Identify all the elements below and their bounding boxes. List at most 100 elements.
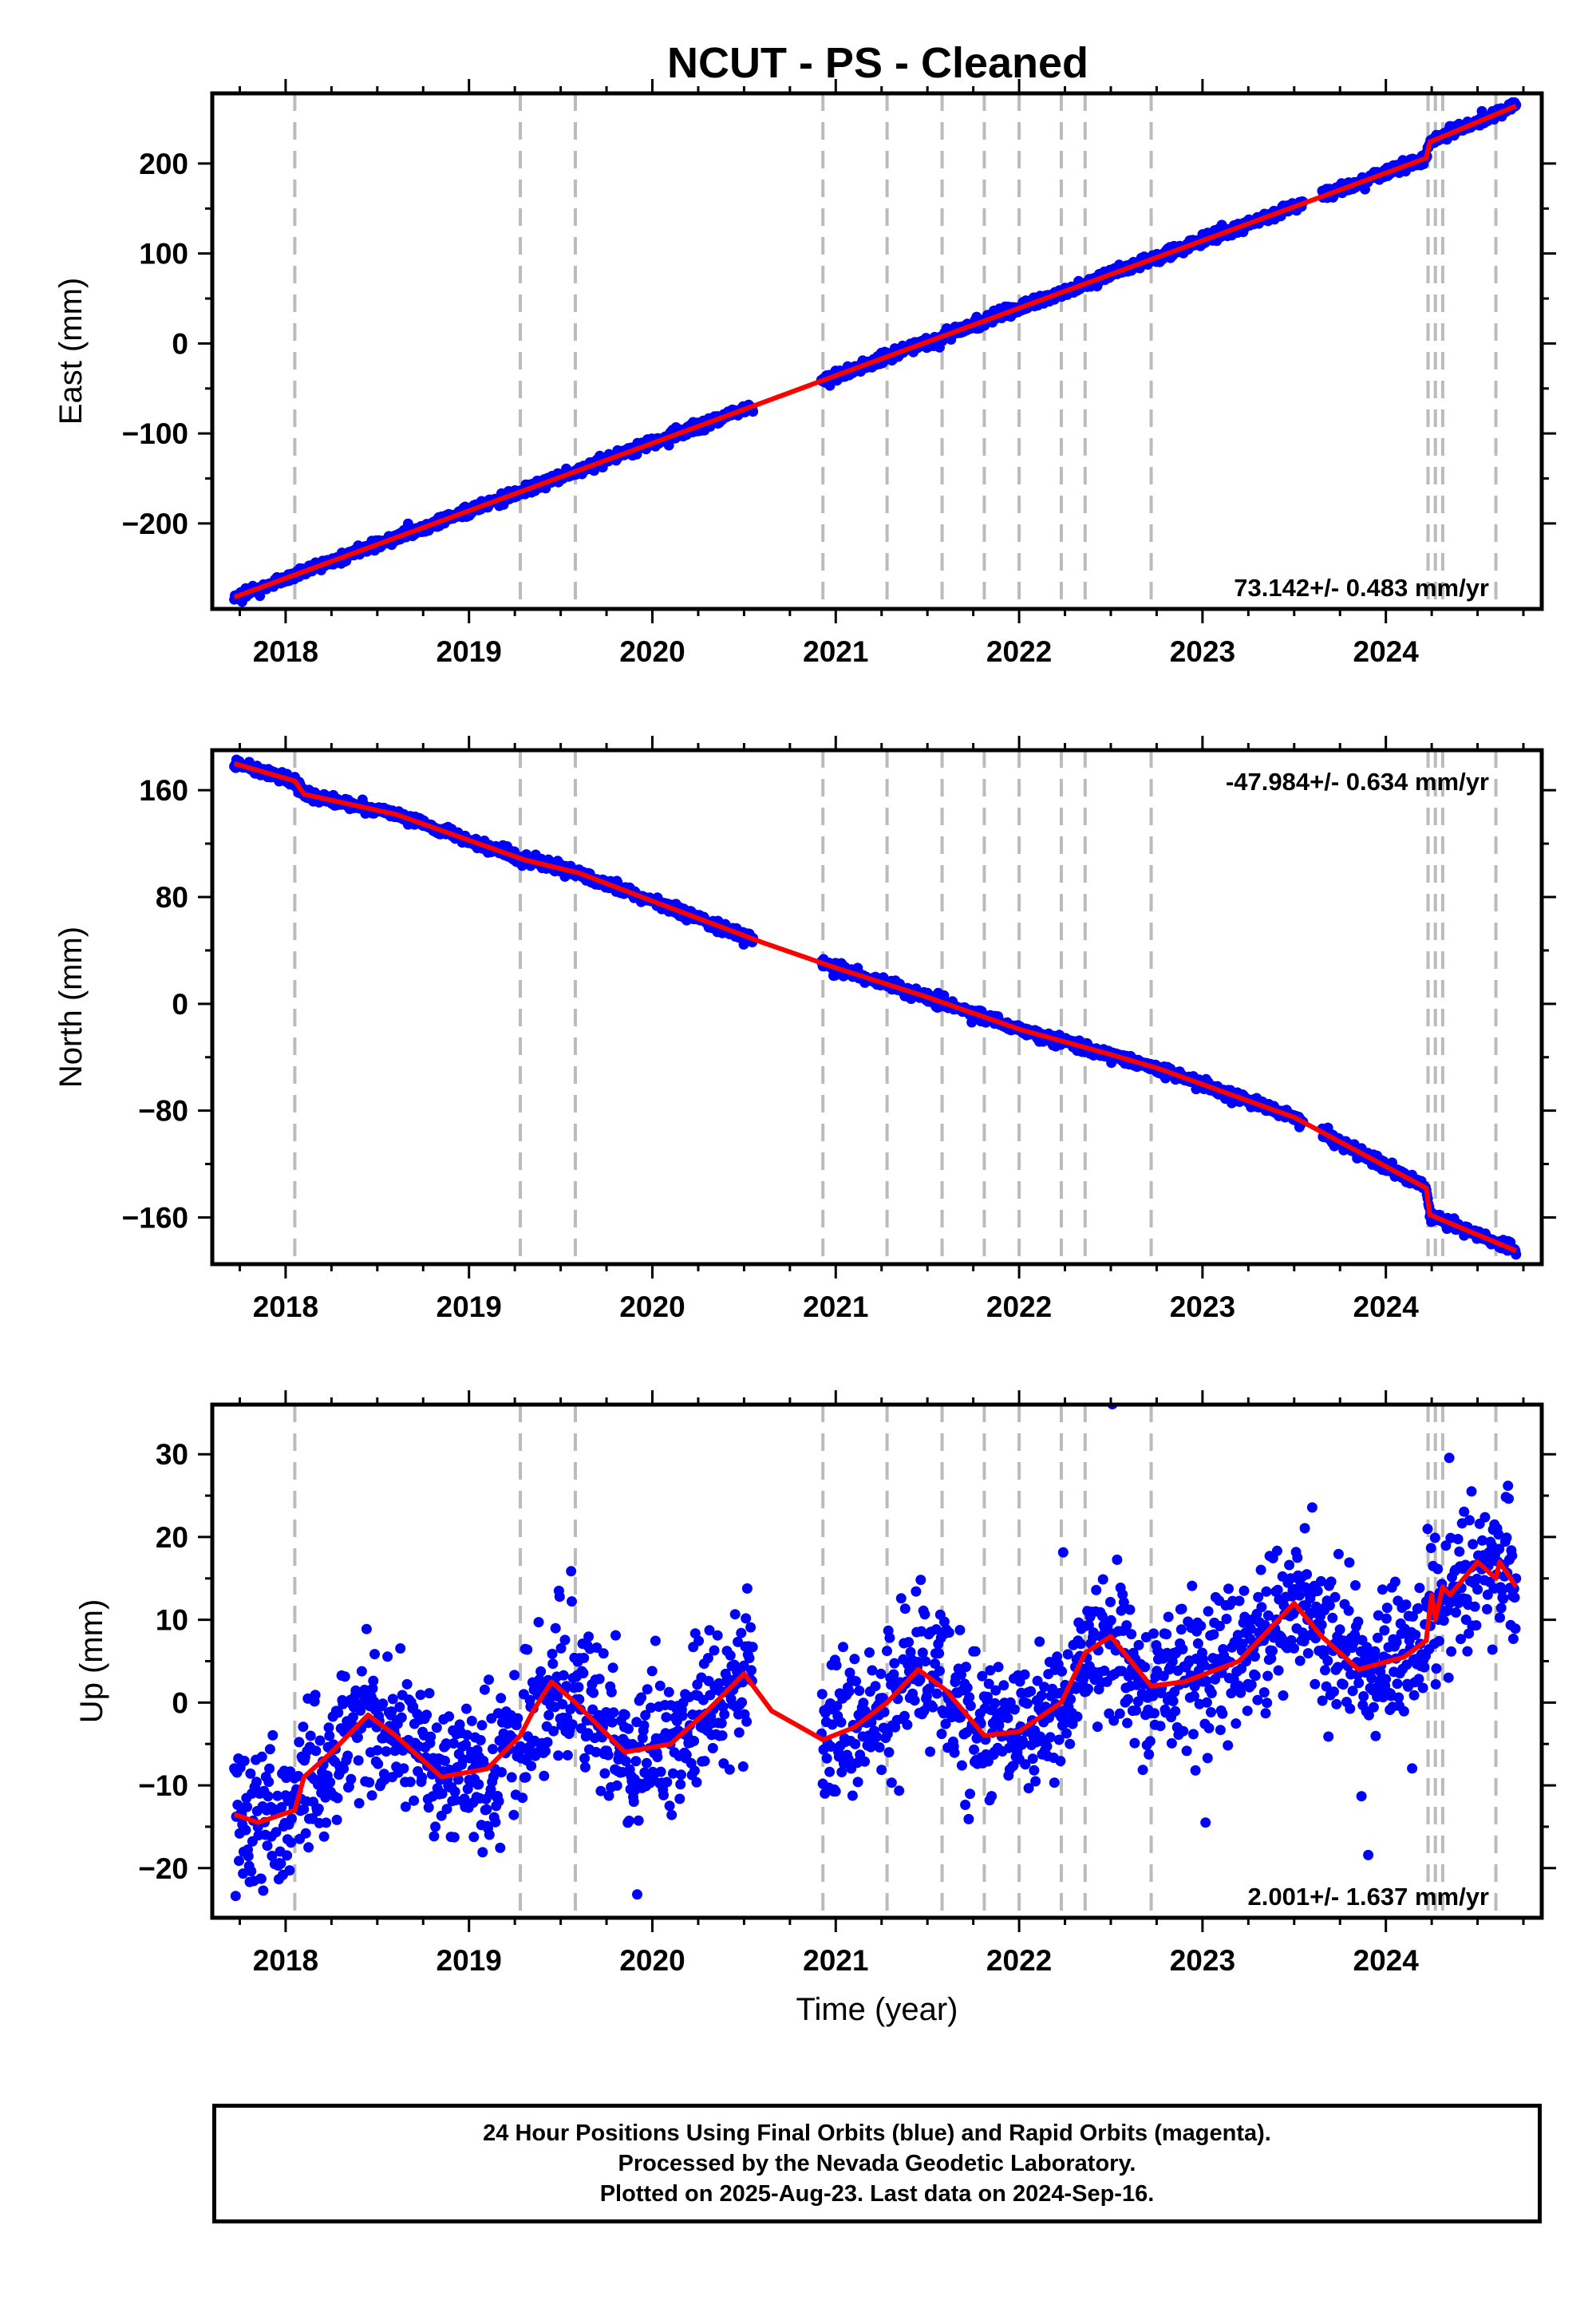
data-point xyxy=(642,1684,653,1695)
data-point xyxy=(838,1642,848,1653)
data-point xyxy=(1121,1620,1132,1631)
data-point xyxy=(1061,1728,1072,1739)
data-point xyxy=(272,1790,283,1801)
data-point xyxy=(1114,1708,1125,1719)
data-point xyxy=(1320,1665,1330,1676)
data-point xyxy=(990,1697,1001,1709)
data-point xyxy=(578,1668,589,1678)
data-point xyxy=(305,1730,316,1741)
data-point xyxy=(1017,1735,1028,1746)
data-point xyxy=(1312,1586,1323,1596)
data-point xyxy=(1262,1610,1274,1621)
data-point xyxy=(481,1804,492,1815)
data-point xyxy=(1231,1718,1242,1729)
data-point xyxy=(934,1666,945,1677)
data-point xyxy=(477,1847,488,1858)
data-point xyxy=(437,1788,448,1799)
data-point xyxy=(1091,1584,1102,1595)
data-point xyxy=(448,1738,459,1749)
data-point xyxy=(1250,1670,1261,1682)
data-point xyxy=(583,1631,595,1642)
data-point xyxy=(431,1722,442,1733)
data-point xyxy=(882,1646,892,1657)
data-point xyxy=(264,1763,275,1774)
data-point xyxy=(632,1889,642,1900)
data-point xyxy=(889,1658,900,1669)
data-point xyxy=(1019,1669,1030,1680)
data-point xyxy=(550,1622,561,1634)
data-point xyxy=(1020,1759,1031,1770)
data-point xyxy=(931,1688,942,1699)
data-point xyxy=(1044,1657,1055,1667)
data-point xyxy=(238,1868,249,1879)
data-point xyxy=(300,1828,311,1839)
event-lines xyxy=(293,750,1498,1264)
data-point xyxy=(415,1690,426,1701)
data-point xyxy=(674,1793,685,1804)
data-point xyxy=(746,1665,757,1676)
data-point xyxy=(338,1763,350,1774)
data-point xyxy=(440,1738,452,1749)
data-point xyxy=(1065,1738,1076,1749)
data-point xyxy=(1057,1666,1068,1677)
rate-label: -47.984+/- 0.634 mm/yr xyxy=(1226,768,1489,796)
data-point xyxy=(352,1732,363,1743)
data-point xyxy=(314,1735,326,1746)
data-point xyxy=(566,1566,577,1577)
data-point xyxy=(960,1800,971,1810)
data-point xyxy=(1321,1681,1332,1692)
data-point xyxy=(286,1813,297,1824)
data-point xyxy=(1009,1704,1020,1715)
data-point xyxy=(1062,1649,1073,1660)
data-point xyxy=(484,1674,494,1686)
data-point xyxy=(652,1752,663,1763)
x-tick-label: 2024 xyxy=(1353,1290,1420,1323)
data-point xyxy=(520,1772,531,1783)
data-point xyxy=(423,1802,434,1813)
data-point xyxy=(847,1790,858,1801)
data-point xyxy=(606,1717,618,1728)
data-point xyxy=(666,1809,678,1820)
data-point xyxy=(1029,1765,1040,1776)
data-point xyxy=(982,1691,993,1702)
data-point xyxy=(943,1627,954,1638)
data-point xyxy=(650,1635,661,1646)
y-tick-label: 160 xyxy=(139,774,188,807)
data-point xyxy=(851,1676,862,1687)
data-point xyxy=(448,1832,460,1843)
data-point xyxy=(1144,1736,1156,1747)
data-point xyxy=(368,1675,379,1686)
data-point xyxy=(610,1630,621,1641)
model-line xyxy=(233,761,1517,1254)
data-point xyxy=(986,1791,998,1802)
data-point xyxy=(724,1764,735,1775)
y-tick-label: 0 xyxy=(172,327,188,360)
data-point xyxy=(1258,1687,1270,1698)
y-axis-label: East (mm) xyxy=(53,278,89,425)
data-point xyxy=(490,1816,501,1828)
data-point xyxy=(912,1657,923,1667)
data-point xyxy=(1327,1612,1338,1623)
data-point xyxy=(369,1649,380,1660)
data-point xyxy=(1333,1662,1343,1673)
data-point xyxy=(364,1777,375,1788)
data-point xyxy=(547,1658,559,1670)
data-point xyxy=(488,1771,499,1782)
data-point xyxy=(509,1670,520,1681)
data-point xyxy=(479,1684,490,1695)
data-point xyxy=(567,1719,578,1730)
data-point xyxy=(542,1737,553,1748)
data-point xyxy=(1299,1523,1310,1534)
data-point xyxy=(333,1707,344,1718)
data-point xyxy=(522,1644,533,1655)
data-point xyxy=(332,1792,343,1804)
data-point xyxy=(267,1729,279,1741)
data-point xyxy=(877,1693,888,1704)
data-point xyxy=(1256,1602,1267,1613)
data-point xyxy=(1294,1655,1306,1666)
data-point xyxy=(1223,1583,1234,1595)
data-point xyxy=(867,1665,878,1676)
data-point xyxy=(954,1625,966,1635)
data-point xyxy=(717,1730,728,1741)
data-point xyxy=(547,1648,558,1659)
